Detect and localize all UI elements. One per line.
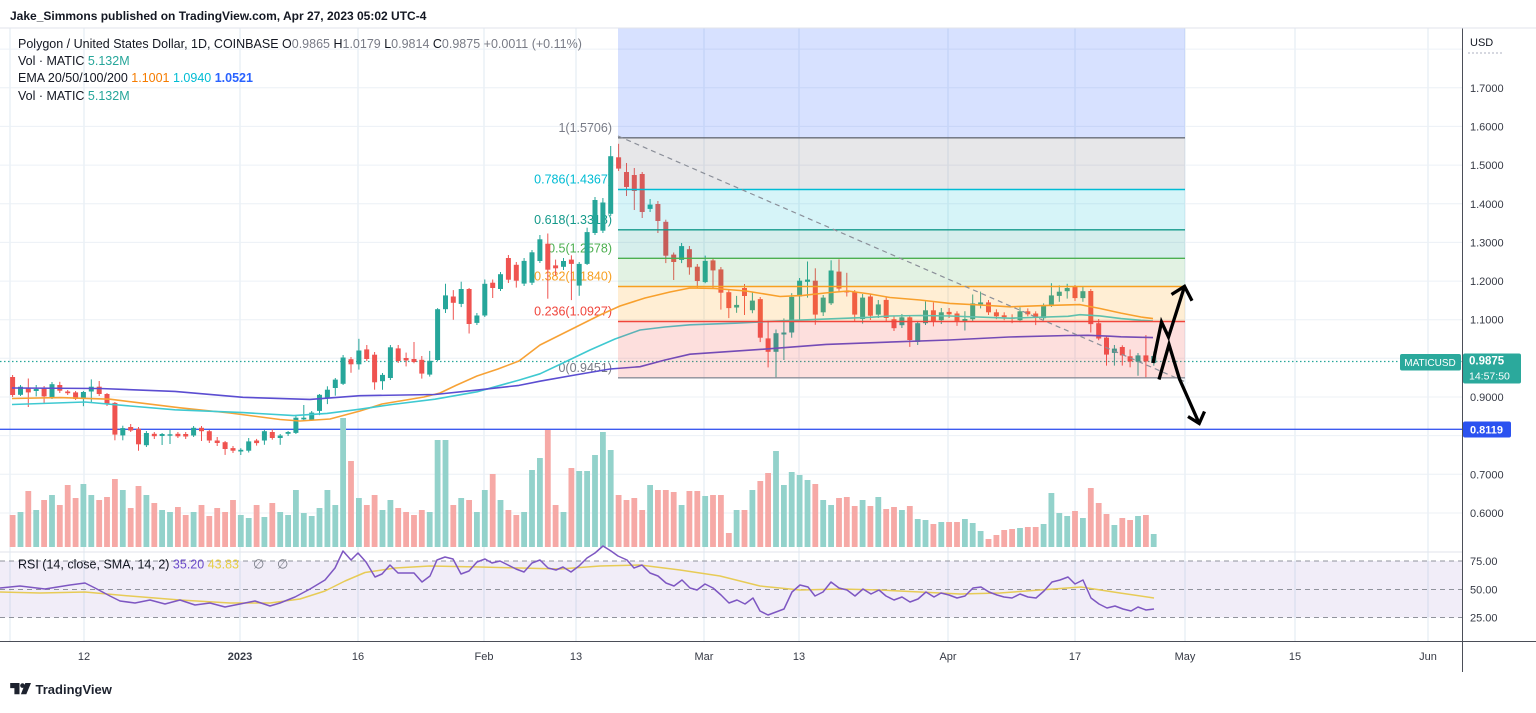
- svg-text:Jun: Jun: [1419, 651, 1437, 663]
- svg-text:1.2000: 1.2000: [1470, 276, 1504, 288]
- svg-text:TradingView: TradingView: [36, 682, 113, 697]
- svg-text:17: 17: [1069, 651, 1081, 663]
- svg-text:∅: ∅: [253, 557, 264, 572]
- svg-text:1.7000: 1.7000: [1470, 83, 1504, 95]
- svg-text:∅: ∅: [277, 557, 288, 572]
- svg-text:EMA 20/50/100/200 1.1001 1.094: EMA 20/50/100/200 1.1001 1.0940 1.0521: [18, 71, 253, 85]
- svg-text:14:57:50: 14:57:50: [1469, 371, 1510, 383]
- svg-text:0.618(1.3318): 0.618(1.3318): [534, 213, 612, 227]
- svg-text:Apr: Apr: [939, 651, 956, 663]
- svg-text:Vol · MATIC 5.132M: Vol · MATIC 5.132M: [18, 89, 130, 103]
- svg-text:Feb: Feb: [475, 651, 494, 663]
- svg-text:13: 13: [570, 651, 582, 663]
- svg-text:16: 16: [352, 651, 364, 663]
- svg-text:USD: USD: [1470, 37, 1493, 49]
- svg-text:Jake_Simmons published on Trad: Jake_Simmons published on TradingView.co…: [10, 9, 427, 23]
- svg-text:RSI (14, close, SMA, 14, 2) 35: RSI (14, close, SMA, 14, 2) 35.20 43.83: [18, 558, 239, 572]
- svg-text:1(1.5706): 1(1.5706): [558, 121, 612, 135]
- svg-text:0.7000: 0.7000: [1470, 469, 1504, 481]
- svg-text:25.00: 25.00: [1470, 613, 1498, 625]
- svg-text:MATICUSD: MATICUSD: [1404, 358, 1455, 369]
- svg-text:15: 15: [1289, 651, 1301, 663]
- svg-text:Mar: Mar: [695, 651, 714, 663]
- svg-text:0.9000: 0.9000: [1470, 392, 1504, 404]
- svg-text:May: May: [1175, 651, 1196, 663]
- svg-text:0.5(1.2578): 0.5(1.2578): [548, 241, 612, 255]
- svg-text:0.786(1.4367): 0.786(1.4367): [534, 173, 612, 187]
- svg-text:1.1000: 1.1000: [1470, 315, 1504, 327]
- svg-text:12: 12: [78, 651, 90, 663]
- svg-text:0.382(1.1840): 0.382(1.1840): [534, 270, 612, 284]
- svg-text:Vol · MATIC 5.132M: Vol · MATIC 5.132M: [18, 54, 130, 68]
- svg-text:0.9875: 0.9875: [1469, 356, 1505, 368]
- svg-text:Polygon / United States Dollar: Polygon / United States Dollar, 1D, COIN…: [18, 37, 582, 51]
- svg-text:13: 13: [793, 651, 805, 663]
- svg-text:50.00: 50.00: [1470, 585, 1498, 597]
- svg-text:1.6000: 1.6000: [1470, 122, 1504, 134]
- svg-text:2023: 2023: [228, 651, 252, 663]
- svg-text:1.5000: 1.5000: [1470, 160, 1504, 172]
- svg-text:1.4000: 1.4000: [1470, 199, 1504, 211]
- svg-text:0.6000: 0.6000: [1470, 508, 1504, 520]
- svg-text:0.236(1.0927): 0.236(1.0927): [534, 305, 612, 319]
- svg-text:1.3000: 1.3000: [1470, 237, 1504, 249]
- svg-text:0.8119: 0.8119: [1470, 425, 1503, 437]
- svg-text:75.00: 75.00: [1470, 556, 1498, 568]
